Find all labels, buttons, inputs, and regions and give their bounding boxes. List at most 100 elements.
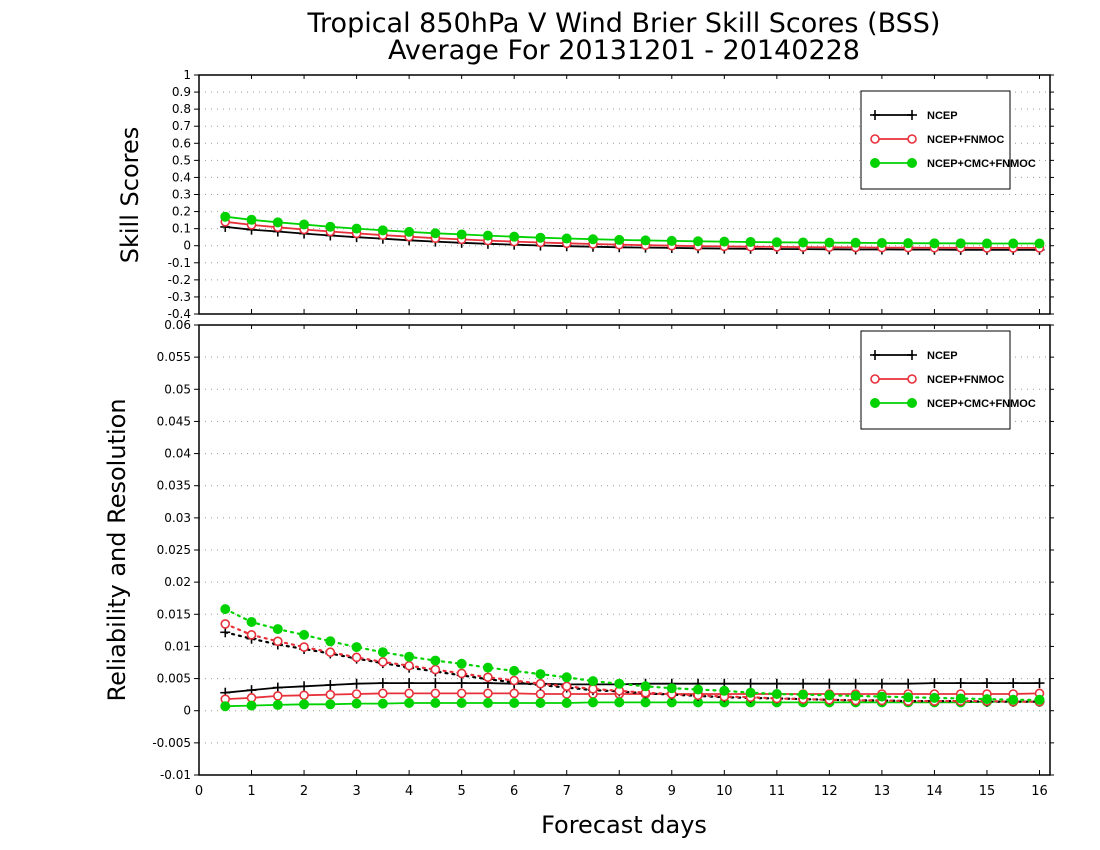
data-point [509, 688, 519, 699]
data-point [456, 658, 467, 669]
data-point [614, 234, 625, 245]
x-tick-label: 8 [615, 784, 623, 799]
data-point [482, 662, 493, 673]
rel-y-tick-label: 0.005 [157, 672, 191, 686]
data-point [404, 678, 415, 689]
data-point [325, 647, 336, 658]
x-tick-label: 6 [510, 784, 518, 799]
skill-y-tick-label: 0.9 [172, 85, 191, 99]
data-point [981, 238, 992, 249]
data-point [719, 236, 730, 247]
data-point [325, 680, 336, 690]
skill-y-tick-label: 0.5 [172, 153, 191, 167]
skill-y-tick-label: 0.2 [172, 205, 191, 219]
x-tick-label: 2 [300, 784, 308, 799]
data-point [745, 687, 756, 698]
data-point [246, 617, 257, 627]
data-point [798, 237, 809, 248]
data-point [666, 235, 677, 246]
data-point [482, 698, 493, 708]
series-line [225, 700, 1040, 708]
x-tick-label: 4 [405, 784, 413, 799]
data-point [220, 627, 231, 638]
data-point [456, 698, 467, 708]
data-point [377, 678, 388, 689]
data-point [299, 629, 310, 640]
series-line [225, 226, 1040, 251]
data-point [850, 678, 861, 689]
data-point [404, 688, 414, 699]
x-tick-label: 0 [195, 784, 203, 799]
data-point [981, 694, 992, 705]
data-point [404, 660, 414, 671]
data-point [614, 678, 625, 689]
skill-y-tick-label: -0.2 [168, 273, 191, 287]
skill-y-tick-label: 0.3 [172, 188, 191, 202]
data-point [351, 678, 362, 689]
skill-y-tick-label: 0 [183, 239, 191, 253]
data-point [272, 624, 283, 635]
legend-entry: NCEP+CMC+FNMOC [870, 158, 1036, 170]
data-point [509, 665, 520, 676]
skill-y-tick-label: 0.4 [172, 170, 191, 184]
data-point [1034, 678, 1045, 689]
x-tick-label: 13 [874, 784, 891, 799]
legend-marker [870, 350, 880, 360]
data-point [640, 235, 651, 246]
data-point [1008, 694, 1019, 705]
data-point [1008, 238, 1019, 249]
data-point [509, 675, 519, 686]
data-point [561, 698, 572, 708]
data-point [614, 697, 625, 708]
data-point [535, 678, 546, 689]
data-point [666, 683, 677, 694]
data-point [561, 681, 572, 692]
data-point [377, 225, 388, 236]
data-point [693, 236, 704, 247]
data-point [482, 230, 493, 241]
legend-entry: NCEP+CMC+FNMOC [870, 398, 1036, 410]
x-tick-label: 14 [926, 784, 943, 799]
data-point [246, 700, 257, 711]
skill-y-tick-label: 0.8 [172, 102, 191, 116]
x-tick-label: 15 [979, 784, 996, 799]
data-point [955, 693, 966, 704]
data-point [903, 692, 914, 703]
data-point [587, 234, 598, 245]
data-point [272, 699, 283, 710]
data-point [220, 604, 231, 615]
data-point [220, 211, 231, 222]
x-tick-label: 10 [716, 784, 733, 799]
data-point [351, 642, 362, 653]
legend-entry: NCEP+FNMOC [870, 134, 1004, 146]
rel-y-tick-label: -0.01 [160, 768, 191, 782]
data-point [509, 698, 520, 708]
data-point [272, 636, 283, 647]
series-line [224, 607, 1041, 701]
x-tick-label: 7 [563, 784, 571, 799]
x-tick-label: 12 [821, 784, 838, 799]
legend-marker [907, 374, 917, 384]
legend-label: NCEP+FNMOC [927, 134, 1004, 146]
data-point [404, 651, 415, 662]
data-point [404, 698, 415, 708]
legend-marker [907, 110, 917, 120]
data-point [483, 672, 493, 683]
legend-label: NCEP [927, 110, 958, 122]
data-point [456, 688, 467, 699]
data-point [272, 682, 283, 693]
legend-label: NCEP+CMC+FNMOC [927, 158, 1036, 170]
chart-title-line2: Average For 20131201 - 20140228 [388, 35, 860, 66]
data-point [745, 678, 756, 689]
data-point [325, 689, 336, 700]
data-point [771, 689, 782, 699]
data-point [430, 664, 441, 675]
data-point [903, 678, 914, 689]
data-point [903, 238, 914, 249]
legend-label: NCEP [927, 350, 958, 362]
skill-y-tick-label: -0.1 [168, 256, 191, 270]
data-point [246, 630, 257, 640]
x-tick-label: 3 [352, 784, 360, 799]
data-point [377, 698, 388, 709]
